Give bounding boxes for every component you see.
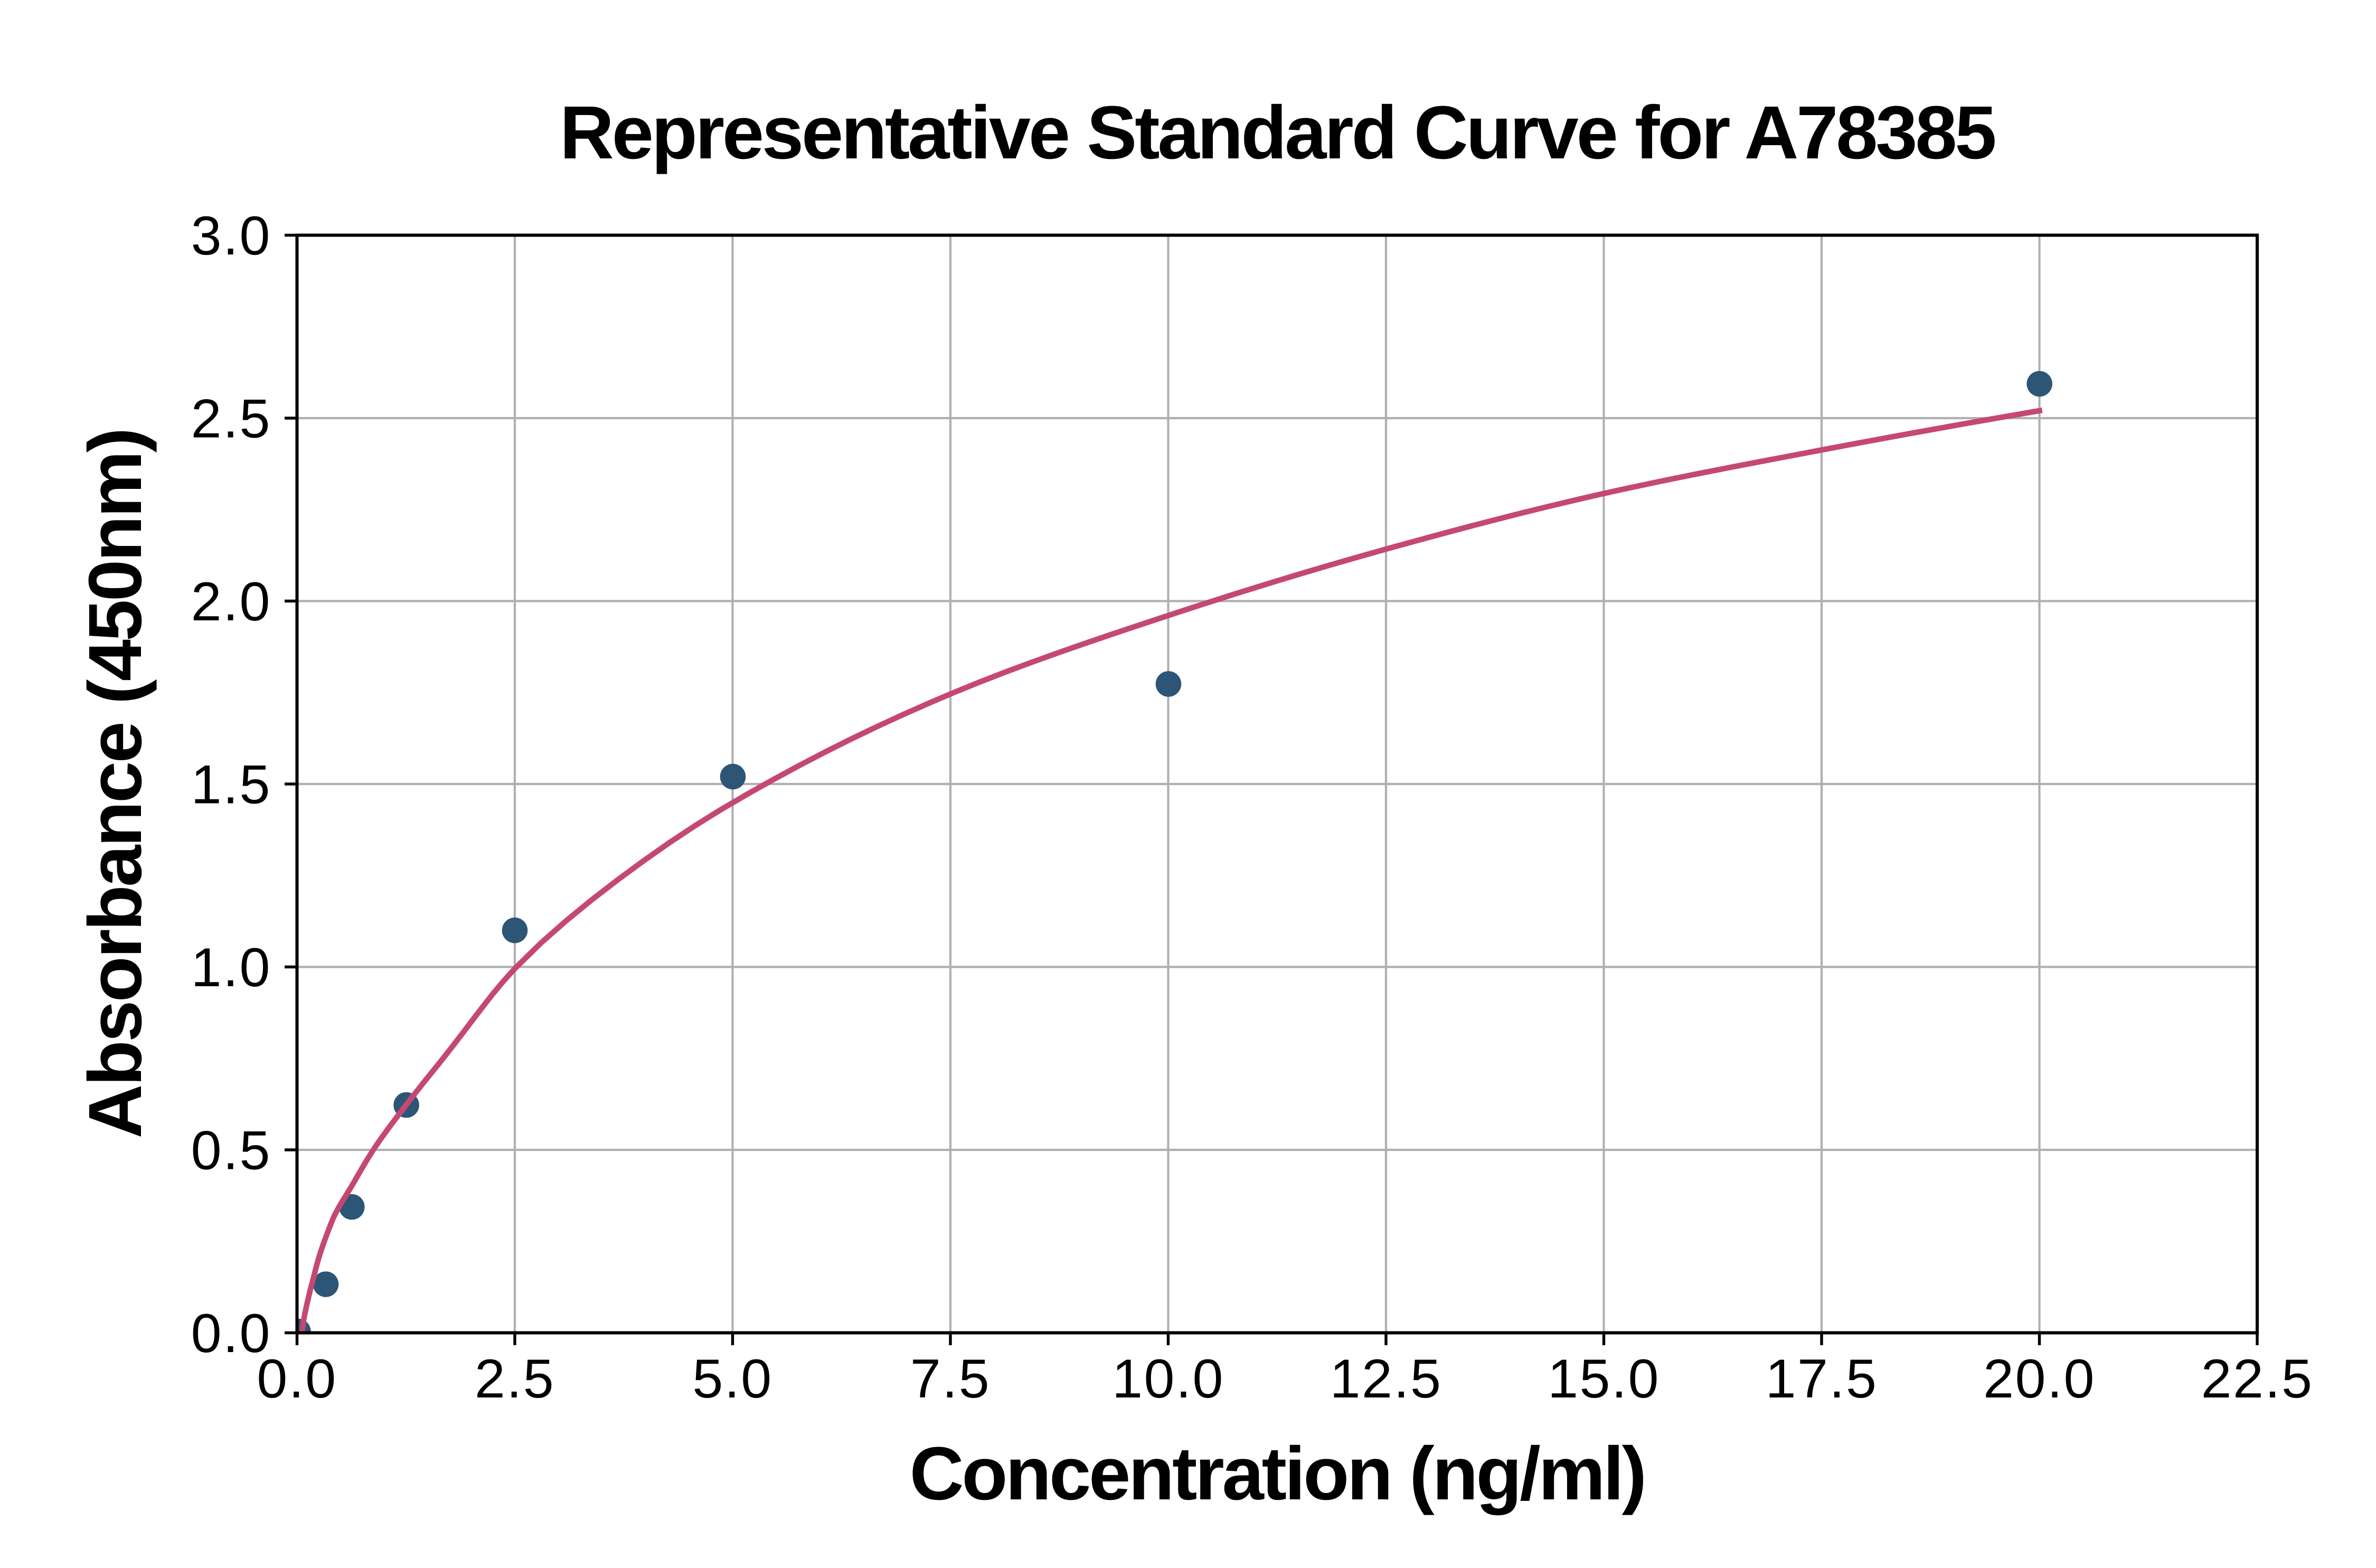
svg-text:Absorbance (450nm): Absorbance (450nm) <box>73 430 157 1139</box>
svg-text:0.5: 0.5 <box>191 1120 271 1182</box>
svg-text:15.0: 15.0 <box>1548 1348 1660 1410</box>
svg-text:17.5: 17.5 <box>1766 1348 1878 1410</box>
svg-text:7.5: 7.5 <box>910 1348 991 1410</box>
svg-text:1.0: 1.0 <box>191 937 271 998</box>
svg-text:0.0: 0.0 <box>257 1348 337 1410</box>
svg-text:10.0: 10.0 <box>1112 1348 1224 1410</box>
svg-text:2.5: 2.5 <box>475 1348 555 1410</box>
svg-text:5.0: 5.0 <box>692 1348 772 1410</box>
svg-text:1.5: 1.5 <box>191 754 271 816</box>
svg-text:12.5: 12.5 <box>1330 1348 1442 1410</box>
svg-text:0.0: 0.0 <box>191 1303 271 1364</box>
svg-text:20.0: 20.0 <box>1983 1348 2096 1410</box>
svg-text:Concentration (ng/ml): Concentration (ng/ml) <box>910 1432 1645 1516</box>
svg-text:2.0: 2.0 <box>191 571 271 632</box>
svg-text:Representative Standard Curve: Representative Standard Curve for A78385 <box>560 91 1995 175</box>
svg-text:3.0: 3.0 <box>191 205 271 267</box>
svg-text:22.5: 22.5 <box>2201 1348 2314 1410</box>
svg-text:2.5: 2.5 <box>191 389 271 450</box>
